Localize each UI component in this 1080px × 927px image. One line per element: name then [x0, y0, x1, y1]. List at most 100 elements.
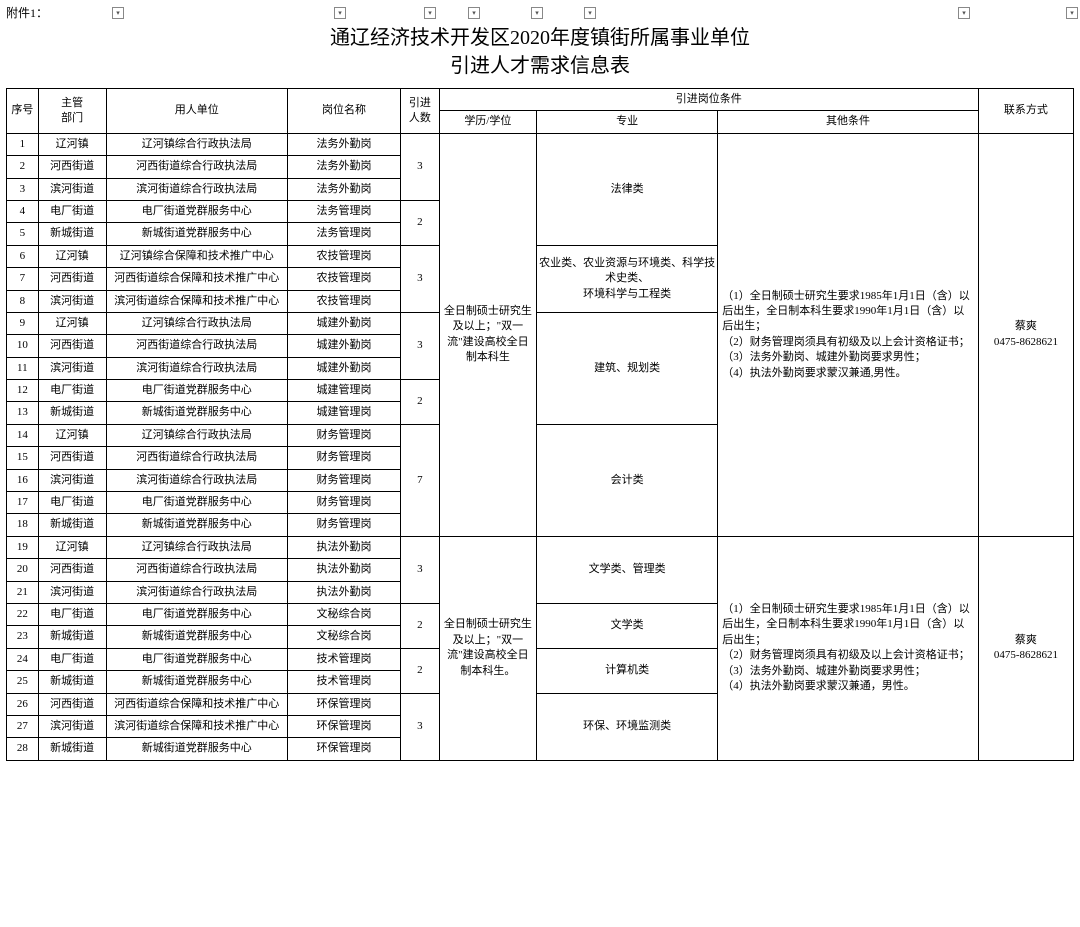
cell-count: 2	[401, 603, 440, 648]
cell-post: 财务管理岗	[287, 514, 400, 536]
filter-dropdown-icon[interactable]: ▾	[584, 7, 596, 19]
cell-major: 文学类	[537, 603, 718, 648]
cell-seq: 24	[7, 648, 39, 670]
cell-dept: 电厂街道	[38, 648, 106, 670]
cell-seq: 19	[7, 536, 39, 558]
cell-unit: 新城街道党群服务中心	[106, 738, 287, 760]
cell-count: 7	[401, 424, 440, 536]
table-row: 1 辽河镇 辽河镇综合行政执法局 法务外勤岗 3 全日制硕士研究生及以上；"双一…	[7, 133, 1074, 155]
cell-dept: 滨河街道	[38, 178, 106, 200]
cell-seq: 23	[7, 626, 39, 648]
cell-count: 3	[401, 693, 440, 760]
cell-dept: 新城街道	[38, 738, 106, 760]
cell-post: 城建外勤岗	[287, 335, 400, 357]
cell-major: 农业类、农业资源与环境类、科学技术史类、 环境科学与工程类	[537, 245, 718, 312]
cell-seq: 7	[7, 268, 39, 290]
cell-unit: 河西街道综合行政执法局	[106, 447, 287, 469]
cell-seq: 13	[7, 402, 39, 424]
cell-seq: 18	[7, 514, 39, 536]
cell-post: 城建管理岗	[287, 402, 400, 424]
cell-unit: 滨河街道综合行政执法局	[106, 357, 287, 379]
filter-dropdown-icon[interactable]: ▾	[531, 7, 543, 19]
th-post: 岗位名称	[287, 89, 400, 134]
cell-unit: 河西街道综合保障和技术推广中心	[106, 268, 287, 290]
cell-dept: 滨河街道	[38, 469, 106, 491]
cell-unit: 新城街道党群服务中心	[106, 223, 287, 245]
cell-post: 财务管理岗	[287, 492, 400, 514]
cell-unit: 河西街道综合保障和技术推广中心	[106, 693, 287, 715]
cell-seq: 21	[7, 581, 39, 603]
cell-unit: 滨河街道综合行政执法局	[106, 581, 287, 603]
cell-dept: 河西街道	[38, 447, 106, 469]
title-line-2: 引进人才需求信息表	[6, 52, 1074, 80]
cell-other: （1）全日制硕士研究生要求1985年1月1日（含）以后出生，全日制本科生要求19…	[718, 133, 979, 536]
attachment-label: 附件1：	[6, 4, 48, 21]
cell-edu: 全日制硕士研究生及以上；"双一流"建设高校全日制本科生。	[439, 536, 536, 760]
cell-post: 技术管理岗	[287, 648, 400, 670]
cell-count: 3	[401, 133, 440, 200]
filter-dropdown-icon[interactable]: ▾	[112, 7, 124, 19]
cell-unit: 新城街道党群服务中心	[106, 514, 287, 536]
cell-seq: 2	[7, 156, 39, 178]
cell-seq: 9	[7, 312, 39, 334]
cell-post: 文秘综合岗	[287, 626, 400, 648]
cell-dept: 河西街道	[38, 559, 106, 581]
cell-post: 执法外勤岗	[287, 536, 400, 558]
cell-seq: 10	[7, 335, 39, 357]
cell-count: 2	[401, 648, 440, 693]
cell-unit: 滨河街道综合保障和技术推广中心	[106, 290, 287, 312]
cell-dept: 新城街道	[38, 626, 106, 648]
cell-dept: 河西街道	[38, 693, 106, 715]
cell-dept: 电厂街道	[38, 200, 106, 222]
cell-post: 法务管理岗	[287, 223, 400, 245]
cell-post: 文秘综合岗	[287, 603, 400, 625]
cell-major: 建筑、规划类	[537, 312, 718, 424]
cell-unit: 河西街道综合行政执法局	[106, 335, 287, 357]
th-seq: 序号	[7, 89, 39, 134]
filter-dropdown-icon[interactable]: ▾	[1066, 7, 1078, 19]
th-cond-group: 引进岗位条件	[439, 89, 978, 111]
table-row: 19 辽河镇 辽河镇综合行政执法局 执法外勤岗 3 全日制硕士研究生及以上；"双…	[7, 536, 1074, 558]
cell-unit: 河西街道综合行政执法局	[106, 156, 287, 178]
cell-unit: 电厂街道党群服务中心	[106, 492, 287, 514]
cell-dept: 辽河镇	[38, 424, 106, 446]
cell-post: 城建管理岗	[287, 380, 400, 402]
cell-major: 文学类、管理类	[537, 536, 718, 603]
cell-dept: 电厂街道	[38, 603, 106, 625]
cell-unit: 电厂街道党群服务中心	[106, 380, 287, 402]
cell-post: 农技管理岗	[287, 268, 400, 290]
cell-post: 城建外勤岗	[287, 357, 400, 379]
cell-seq: 25	[7, 671, 39, 693]
cell-post: 环保管理岗	[287, 693, 400, 715]
cell-post: 农技管理岗	[287, 245, 400, 267]
cell-post: 农技管理岗	[287, 290, 400, 312]
cell-dept: 辽河镇	[38, 133, 106, 155]
filter-dropdown-icon[interactable]: ▾	[424, 7, 436, 19]
cell-unit: 新城街道党群服务中心	[106, 671, 287, 693]
filter-dropdown-icon[interactable]: ▾	[958, 7, 970, 19]
cell-dept: 滨河街道	[38, 357, 106, 379]
cell-post: 技术管理岗	[287, 671, 400, 693]
cell-unit: 滨河街道综合行政执法局	[106, 469, 287, 491]
cell-dept: 新城街道	[38, 402, 106, 424]
cell-unit: 河西街道综合行政执法局	[106, 559, 287, 581]
cell-unit: 电厂街道党群服务中心	[106, 648, 287, 670]
cell-unit: 新城街道党群服务中心	[106, 626, 287, 648]
cell-post: 法务外勤岗	[287, 133, 400, 155]
cell-dept: 辽河镇	[38, 536, 106, 558]
filter-dropdown-icon[interactable]: ▾	[334, 7, 346, 19]
cell-dept: 新城街道	[38, 223, 106, 245]
cell-count: 2	[401, 200, 440, 245]
cell-post: 法务外勤岗	[287, 178, 400, 200]
cell-dept: 滨河街道	[38, 715, 106, 737]
cell-seq: 3	[7, 178, 39, 200]
cell-count: 3	[401, 245, 440, 312]
cell-seq: 4	[7, 200, 39, 222]
filter-dropdown-icon[interactable]: ▾	[468, 7, 480, 19]
cell-seq: 8	[7, 290, 39, 312]
cell-count: 3	[401, 312, 440, 379]
cell-edu: 全日制硕士研究生及以上；"双一流"建设高校全日制本科生	[439, 133, 536, 536]
cell-unit: 滨河街道综合保障和技术推广中心	[106, 715, 287, 737]
cell-seq: 28	[7, 738, 39, 760]
cell-seq: 1	[7, 133, 39, 155]
